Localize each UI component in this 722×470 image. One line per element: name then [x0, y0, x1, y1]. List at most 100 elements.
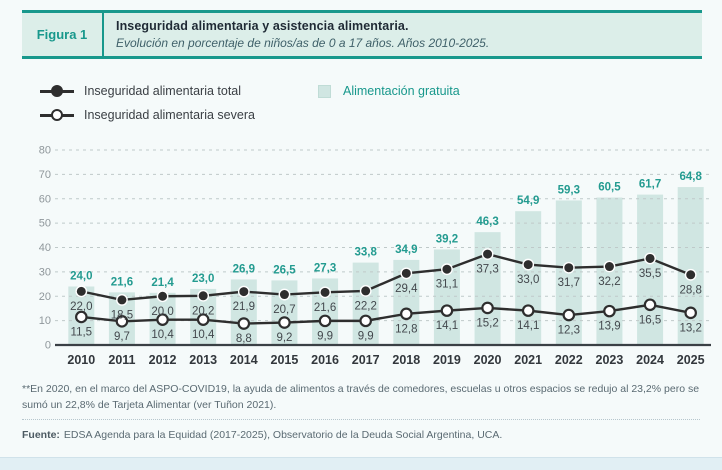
- footer-strip: [0, 457, 722, 470]
- bar-swatch-icon: [318, 84, 331, 98]
- legend-label-severa: Inseguridad alimentaria severa: [84, 108, 255, 122]
- data-point-severa: [684, 306, 697, 320]
- y-axis-label: 30: [39, 266, 51, 278]
- severa-value-label: 14,1: [436, 320, 458, 332]
- data-point-total: [237, 285, 250, 298]
- chart-legend: Inseguridad alimentaria total Insegurida…: [40, 79, 722, 127]
- bar-value-label: 21,4: [151, 277, 174, 289]
- severa-value-label: 12,8: [395, 323, 417, 335]
- data-point-severa: [75, 310, 88, 324]
- data-point-total: [441, 263, 453, 276]
- data-point-severa: [196, 313, 210, 326]
- data-point-severa: [359, 314, 372, 328]
- severa-value-label: 9,2: [276, 332, 292, 344]
- year-label: 2011: [108, 353, 135, 367]
- bar-value-label: 59,3: [558, 184, 580, 196]
- severa-value-label: 10,4: [192, 329, 215, 341]
- y-axis-label: 60: [39, 193, 51, 205]
- total-value-label: 29,4: [395, 283, 418, 295]
- data-point-total: [278, 288, 291, 301]
- bar-value-label: 26,5: [273, 264, 296, 276]
- data-point-total: [684, 268, 697, 281]
- figure-subtitle: Evolución en porcentaje de niños/as de 0…: [116, 36, 490, 50]
- bar-value-label: 23,0: [192, 273, 214, 285]
- year-label: 2012: [149, 353, 177, 367]
- source-text: EDSA Agenda para la Equidad (2017-2025),…: [63, 428, 503, 441]
- data-point-severa: [237, 317, 251, 330]
- total-value-label: 21,9: [233, 301, 255, 313]
- figure-tag: Figura 1: [36, 27, 88, 42]
- total-value-label: 32,2: [598, 276, 620, 288]
- bar-value-label: 27,3: [314, 262, 336, 274]
- source-line: Fuente: EDSA Agenda para la Equidad (2017…: [22, 429, 700, 441]
- year-label: 2014: [230, 353, 258, 367]
- year-label: 2013: [189, 353, 217, 367]
- data-point-severa: [156, 313, 169, 326]
- total-value-label: 20,0: [151, 306, 173, 318]
- severa-value-label: 8,8: [236, 333, 252, 345]
- total-value-label: 20,2: [192, 305, 214, 317]
- figure-titles: Inseguridad alimentaria y asistencia ali…: [104, 13, 501, 56]
- bar-value-label: 54,9: [517, 195, 539, 207]
- legend-label-total: Inseguridad alimentaria total: [84, 84, 242, 98]
- y-axis-label: 10: [39, 315, 51, 327]
- y-axis-label: 40: [39, 242, 51, 254]
- bar-value-label: 33,8: [354, 247, 377, 259]
- bar: [352, 262, 379, 345]
- data-point-severa: [400, 307, 413, 321]
- y-axis-label: 0: [45, 340, 51, 352]
- year-label: 2025: [677, 353, 705, 367]
- bar-value-label: 39,2: [436, 233, 458, 245]
- severa-value-label: 15,2: [476, 317, 498, 329]
- combo-chart: 0 10 20 30 40 50 60 70 80 24,0 21,6 21,4 23,0 26,9 26,…: [39, 145, 711, 367]
- data-point-total: [75, 285, 88, 298]
- severa-value-label: 9,9: [317, 330, 333, 342]
- year-label: 2010: [67, 353, 95, 367]
- year-label: 2017: [352, 353, 380, 367]
- data-point-total: [400, 267, 413, 280]
- data-point-total: [481, 248, 494, 260]
- total-value-label: 33,0: [517, 274, 539, 286]
- data-point-total: [197, 289, 210, 302]
- severa-value-label: 13,2: [679, 322, 701, 334]
- bar: [677, 187, 704, 345]
- data-point-total: [603, 260, 616, 273]
- total-value-label: 22,0: [70, 301, 92, 313]
- severa-value-label: 10,4: [151, 329, 174, 341]
- total-value-label: 28,8: [679, 284, 701, 296]
- data-point-severa: [278, 316, 291, 329]
- bar-value-label: 64,8: [679, 171, 702, 183]
- dotted-separator: [22, 418, 700, 420]
- year-label: 2022: [555, 353, 583, 367]
- bar-value-label: 21,6: [111, 276, 133, 288]
- data-point-severa: [115, 315, 129, 328]
- year-label: 2015: [271, 353, 299, 367]
- data-point-total: [359, 284, 372, 297]
- year-label: 2018: [392, 353, 420, 367]
- severa-line-marker-icon: [40, 109, 74, 121]
- data-point-severa: [440, 304, 454, 317]
- total-line-marker-icon: [40, 85, 74, 97]
- bar-value-label: 61,7: [639, 179, 661, 191]
- total-value-label: 31,7: [558, 277, 580, 289]
- figure-title: Inseguridad alimentaria y asistencia ali…: [116, 19, 409, 33]
- footnote: **En 2020, en el marco del ASPO-COVID19,…: [22, 383, 700, 412]
- year-label: 2019: [433, 353, 461, 367]
- y-axis-label: 50: [39, 218, 51, 230]
- data-point-severa: [481, 301, 494, 315]
- header-divider: [102, 13, 104, 56]
- data-point-severa: [562, 308, 576, 322]
- data-point-severa: [643, 298, 657, 312]
- total-value-label: 22,2: [354, 300, 376, 312]
- legend-item-total: Inseguridad alimentaria total: [40, 79, 318, 103]
- bar: [637, 194, 664, 345]
- figure-header: Figura 1 Inseguridad alimentaria y asist…: [22, 10, 702, 59]
- y-axis-label: 70: [39, 169, 51, 181]
- year-label: 2021: [514, 353, 542, 367]
- bar-value-label: 34,9: [395, 244, 417, 256]
- legend-item-bars: Alimentación gratuita: [318, 84, 460, 98]
- total-line: [81, 252, 692, 302]
- severa-value-label: 9,7: [114, 331, 130, 343]
- severa-value-label: 16,5: [639, 314, 661, 326]
- bar: [515, 211, 542, 345]
